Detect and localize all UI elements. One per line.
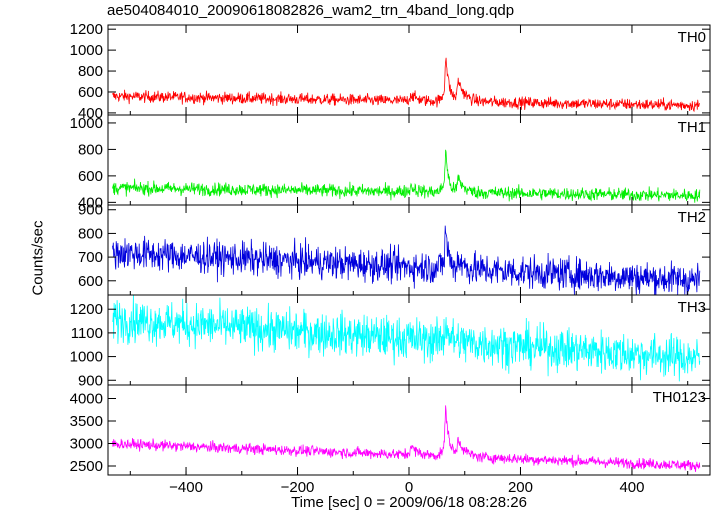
y-tick-label: 1000 <box>70 115 103 132</box>
chart-title: ae504084010_20090618082826_wam2_trn_4ban… <box>107 2 515 19</box>
panel-label: TH2 <box>678 209 706 226</box>
y-tick-label: 600 <box>78 168 103 185</box>
y-tick-label: 800 <box>78 63 103 80</box>
series-th0 <box>112 57 701 113</box>
y-tick-label: 3500 <box>70 413 103 430</box>
panel-th3: 900 1000 1100 1200 TH3 <box>70 294 711 389</box>
x-tick-label: 200 <box>508 479 533 496</box>
y-tick-label: 400 <box>78 194 103 211</box>
y-tick-label: 800 <box>78 225 103 242</box>
panel-label: TH0 <box>678 29 706 46</box>
y-tick-label: 1200 <box>70 301 103 318</box>
y-tick-label: 600 <box>78 273 103 290</box>
y-tick-label: 800 <box>78 141 103 158</box>
series-th1 <box>112 149 701 203</box>
panel-label: TH3 <box>678 299 706 316</box>
y-tick-label: 1100 <box>71 325 103 342</box>
x-axis-label: Time [sec] 0 = 2009/06/18 08:28:26 <box>291 494 527 511</box>
y-tick-label: 2500 <box>70 458 103 475</box>
x-tick-label: −400 <box>169 479 203 496</box>
y-tick-label: 900 <box>78 202 103 219</box>
series-th2 <box>112 225 701 295</box>
y-tick-label: 3000 <box>70 436 103 453</box>
panel-frame <box>107 384 711 476</box>
y-tick-label: 600 <box>78 84 103 101</box>
y-tick-label: 700 <box>78 249 103 266</box>
y-tick-label: 400 <box>78 105 103 122</box>
x-tick-label: 400 <box>619 479 644 496</box>
y-tick-label: 1200 <box>70 21 103 38</box>
panel-th0123: 2500 3000 3500 4000 TH0123 <box>70 384 711 476</box>
series-th0123 <box>112 405 701 472</box>
y-tick-label: 900 <box>78 372 103 389</box>
panel-label: TH1 <box>678 119 706 136</box>
panel-label: TH0123 <box>653 389 706 406</box>
panel-th2: 600 700 800 900 TH2 <box>78 202 711 296</box>
x-tick-label: −200 <box>281 479 315 496</box>
y-tick-label: 1000 <box>70 42 103 59</box>
panel-th1: 400 600 800 1000 TH1 <box>70 114 711 211</box>
x-tick-label: 0 <box>405 479 413 496</box>
panel-th0: 400 600 800 1000 1200 TH0 <box>70 21 711 122</box>
y-tick-label: 1000 <box>70 349 103 366</box>
y-tick-label: 4000 <box>70 391 103 408</box>
series-th3 <box>112 295 701 382</box>
